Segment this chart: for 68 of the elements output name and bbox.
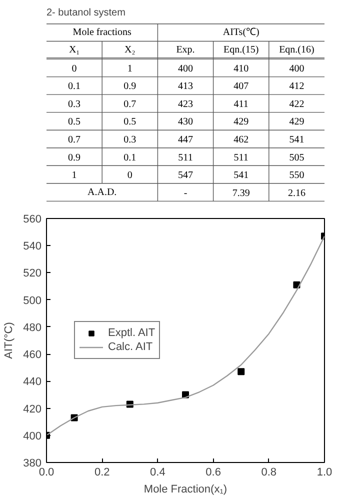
- text: Mole fractions: [72, 26, 132, 38]
- text: 541: [289, 134, 304, 146]
- text: 547: [178, 170, 193, 182]
- text: 430: [178, 116, 193, 128]
- category-label: Eqn.(16): [279, 44, 314, 56]
- text: 429: [234, 116, 249, 128]
- y-tick-label: 540: [23, 240, 42, 253]
- text: 400: [289, 63, 304, 74]
- text: 447: [178, 134, 193, 146]
- x-tick-label: 0.8: [261, 466, 277, 478]
- category-label: Eqn.(15): [223, 44, 259, 56]
- legend-label: Calc. AIT: [108, 340, 153, 354]
- text: 0.1: [68, 81, 81, 92]
- text: 0.9: [124, 81, 136, 92]
- text: AITs(℃): [222, 26, 260, 38]
- category-label: X₁: [68, 44, 80, 56]
- text: 413: [178, 81, 193, 92]
- text: 423: [178, 98, 193, 110]
- point: [238, 368, 245, 376]
- text: 550: [289, 170, 304, 182]
- text: 2- butanol system: [46, 8, 126, 18]
- text: 0.1: [124, 152, 136, 164]
- legend-label: Exptl. AIT: [108, 326, 156, 340]
- text: 511: [178, 152, 193, 164]
- y-tick-label: 480: [23, 322, 42, 334]
- text: 0.9: [68, 152, 81, 164]
- text: 0.7: [124, 98, 136, 110]
- y-tick-label: 520: [23, 268, 42, 280]
- y-tick-label: 380: [23, 458, 42, 470]
- text: 541: [234, 170, 249, 182]
- text: 422: [289, 98, 304, 110]
- y-tick-label: 500: [23, 294, 42, 307]
- x-tick-label: 0.6: [206, 466, 221, 478]
- text: 0.3: [124, 134, 136, 146]
- category-label: X₂: [124, 44, 136, 56]
- text: 462: [234, 134, 249, 146]
- text: 0.7: [68, 134, 81, 146]
- category-label: Exp.: [176, 44, 195, 56]
- text: 0.5: [124, 116, 136, 128]
- text: 0.5: [68, 116, 81, 128]
- text: 411: [234, 98, 248, 110]
- y-tick-label: 440: [23, 376, 42, 388]
- text: 2.16: [288, 188, 306, 199]
- text: 429: [289, 116, 304, 128]
- text: 410: [234, 63, 249, 74]
- x-tick-label: 0.0: [38, 466, 54, 478]
- text: 0: [72, 63, 77, 74]
- y-tick-label: 420: [23, 403, 42, 416]
- x-axis-title: Mole Fraction(x₁): [144, 484, 228, 496]
- text: A.A.D.: [88, 186, 117, 198]
- text: 1: [127, 63, 132, 74]
- y-tick-label: 560: [23, 214, 42, 226]
- y-tick-label: 400: [23, 430, 42, 442]
- text: 1: [72, 170, 77, 182]
- x-tick-label: 1.0: [316, 466, 332, 478]
- y-tick-label: 460: [23, 349, 42, 362]
- text: 0.3: [68, 98, 81, 110]
- text: -: [184, 188, 188, 199]
- y-axis-title: AIT(°C): [3, 322, 16, 359]
- x-tick-label: 0.4: [150, 466, 166, 478]
- text: 511: [234, 152, 248, 164]
- text: 505: [289, 152, 304, 164]
- text: 412: [289, 81, 304, 92]
- text: 0: [127, 170, 132, 182]
- text: 400: [178, 63, 193, 74]
- text: 407: [234, 81, 249, 92]
- text: 7.39: [232, 188, 250, 199]
- x-tick-label: 0.2: [94, 466, 110, 478]
